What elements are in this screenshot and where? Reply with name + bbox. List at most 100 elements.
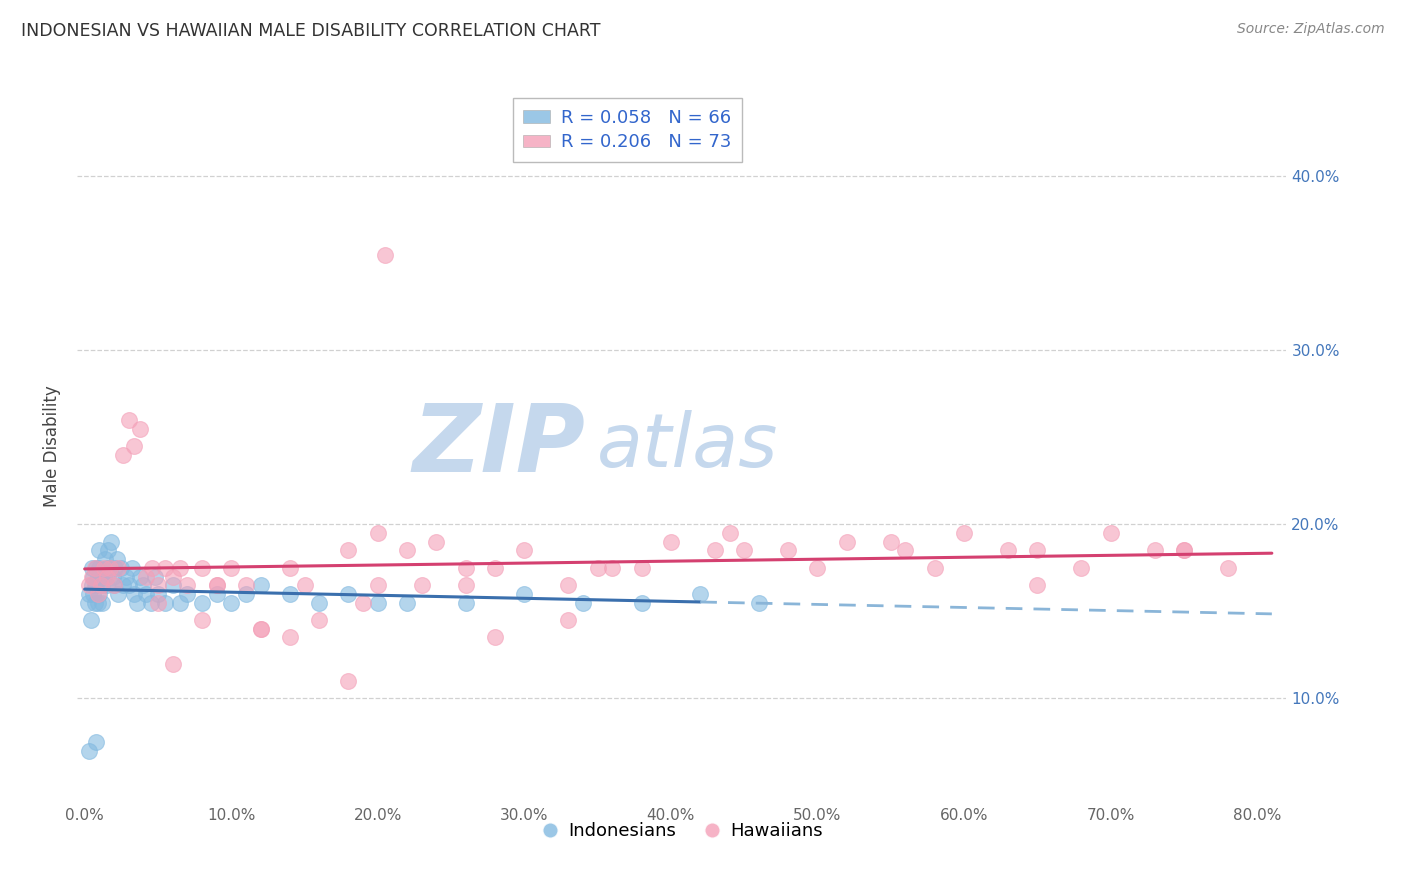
Point [205,587,228,601]
Point [135,569,157,583]
Point [117,413,139,427]
Point [557,578,579,592]
Y-axis label: Male Disability: Male Disability [44,385,62,507]
Point [205,578,228,592]
Point [894,543,917,558]
Point [111,448,134,462]
Point [97,543,120,558]
Point [129,569,152,583]
Point [80,569,103,583]
Point [454,578,477,592]
Point [689,587,711,601]
Point [114,569,136,583]
Point [396,596,419,610]
Point [205,578,228,592]
Point [89,543,111,558]
Point [249,622,271,636]
Point [219,561,242,575]
Point [80,561,103,575]
Point [454,561,477,575]
Point [572,596,595,610]
Point [91,578,114,592]
Point [155,561,177,575]
Point [94,552,117,566]
Point [89,587,111,601]
Point [484,631,506,645]
Point [278,631,301,645]
Point [77,587,100,601]
Point [396,543,419,558]
Point [630,561,652,575]
Point [600,561,623,575]
Point [141,561,163,575]
Legend: Indonesians, Hawaiians: Indonesians, Hawaiians [534,815,830,847]
Point [557,613,579,627]
Point [155,596,177,610]
Point [101,569,124,583]
Point [191,561,214,575]
Point [748,596,770,610]
Point [90,578,112,592]
Point [454,596,477,610]
Point [1173,543,1195,558]
Point [107,561,129,575]
Point [169,596,191,610]
Point [191,596,214,610]
Point [235,587,257,601]
Point [146,587,169,601]
Point [104,561,127,575]
Point [93,569,115,583]
Point [103,578,125,592]
Point [294,578,316,592]
Point [98,561,121,575]
Point [630,596,652,610]
Point [146,578,169,592]
Point [337,543,360,558]
Point [176,587,198,601]
Point [105,552,128,566]
Point [176,578,198,592]
Point [367,578,389,592]
Point [278,587,301,601]
Point [484,561,506,575]
Point [82,587,104,601]
Point [162,569,184,583]
Point [1070,561,1092,575]
Point [586,561,609,575]
Point [77,578,100,592]
Point [124,587,146,601]
Point [82,569,104,583]
Point [143,569,166,583]
Point [659,534,682,549]
Point [367,596,389,610]
Point [337,673,360,688]
Point [87,596,110,610]
Point [806,561,828,575]
Point [96,569,118,583]
Point [96,561,118,575]
Point [835,534,858,549]
Point [1026,578,1049,592]
Text: INDONESIAN VS HAWAIIAN MALE DISABILITY CORRELATION CHART: INDONESIAN VS HAWAIIAN MALE DISABILITY C… [21,22,600,40]
Point [87,587,110,601]
Text: ZIP: ZIP [412,400,585,492]
Text: atlas: atlas [598,410,779,482]
Point [96,578,118,592]
Point [121,561,143,575]
Point [953,526,976,541]
Point [411,578,433,592]
Point [703,543,725,558]
Point [89,561,111,575]
Point [235,578,257,592]
Point [337,587,360,601]
Point [219,596,242,610]
Point [124,439,146,453]
Point [86,578,108,592]
Point [117,578,139,592]
Point [513,543,536,558]
Point [374,247,396,261]
Point [93,561,115,575]
Point [425,534,447,549]
Point [127,596,149,610]
Point [1099,526,1122,541]
